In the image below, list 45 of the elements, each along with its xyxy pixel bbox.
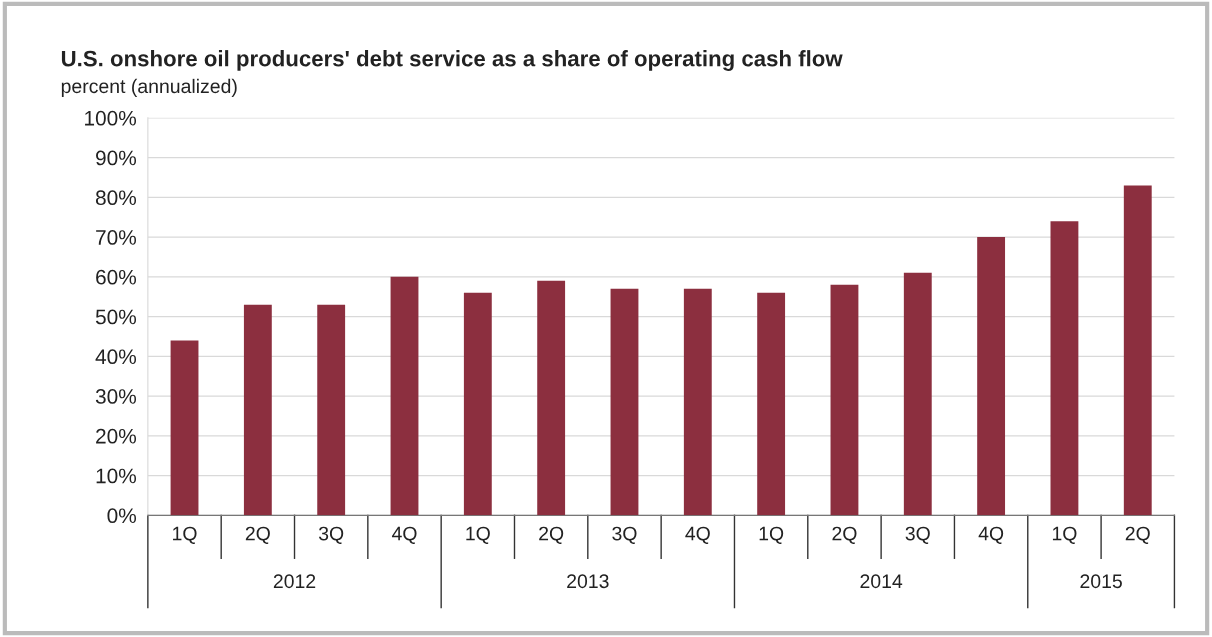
x-tick-label: 3Q	[905, 526, 930, 544]
bar	[243, 304, 272, 516]
x-tick-label: 3Q	[318, 526, 344, 544]
y-tick-label: 70%	[96, 230, 137, 245]
x-tick-label: 1Q	[759, 526, 784, 544]
bar	[390, 276, 419, 516]
bar	[170, 340, 199, 516]
text: 2013	[567, 574, 609, 589]
y-tick-label: 60%	[96, 269, 137, 285]
y-tick-label: 20%	[96, 428, 137, 444]
x-tick-label: 1Q	[1052, 526, 1077, 544]
y-tick-label: 0%	[107, 508, 137, 524]
x-tick-label: 2Q	[1125, 526, 1150, 544]
text: 2014	[860, 574, 903, 589]
y-tick-label: 50%	[95, 309, 137, 325]
bar	[537, 280, 566, 516]
x-tick-label: 3Q	[612, 526, 637, 544]
text: 2012	[273, 574, 316, 589]
bar	[1123, 185, 1152, 516]
bar	[463, 292, 492, 516]
bar	[903, 272, 932, 516]
x-tick-label: 1Q	[466, 526, 490, 544]
text: 2015	[1080, 574, 1122, 589]
chart-subtitle: percent (annualized)	[61, 78, 237, 97]
y-tick-label: 30%	[95, 389, 137, 404]
x-tick-label: 2Q	[245, 526, 270, 544]
bar	[317, 304, 346, 516]
x-tick-label: 1Q	[173, 526, 197, 544]
bar	[830, 284, 859, 516]
bar	[757, 292, 786, 516]
y-tick-label: 40%	[95, 349, 137, 365]
y-tick-label: 80%	[95, 190, 137, 206]
bar	[1050, 221, 1079, 516]
bar	[683, 288, 712, 516]
y-tick-label: 100%	[85, 110, 137, 126]
chart-title: U.S. onshore oil producers' debt service as a share of operating cash flow	[61, 50, 843, 71]
x-tick-label: 2Q	[832, 526, 857, 544]
x-tick-label: 4Q	[978, 526, 1004, 544]
bar	[977, 237, 1006, 516]
x-tick-label: 4Q	[685, 526, 710, 544]
y-tick-label: 10%	[96, 468, 137, 484]
x-tick-label: 4Q	[391, 526, 417, 544]
y-tick-label: 90%	[96, 150, 137, 166]
bar	[610, 288, 639, 516]
x-tick-label: 2Q	[539, 526, 564, 544]
